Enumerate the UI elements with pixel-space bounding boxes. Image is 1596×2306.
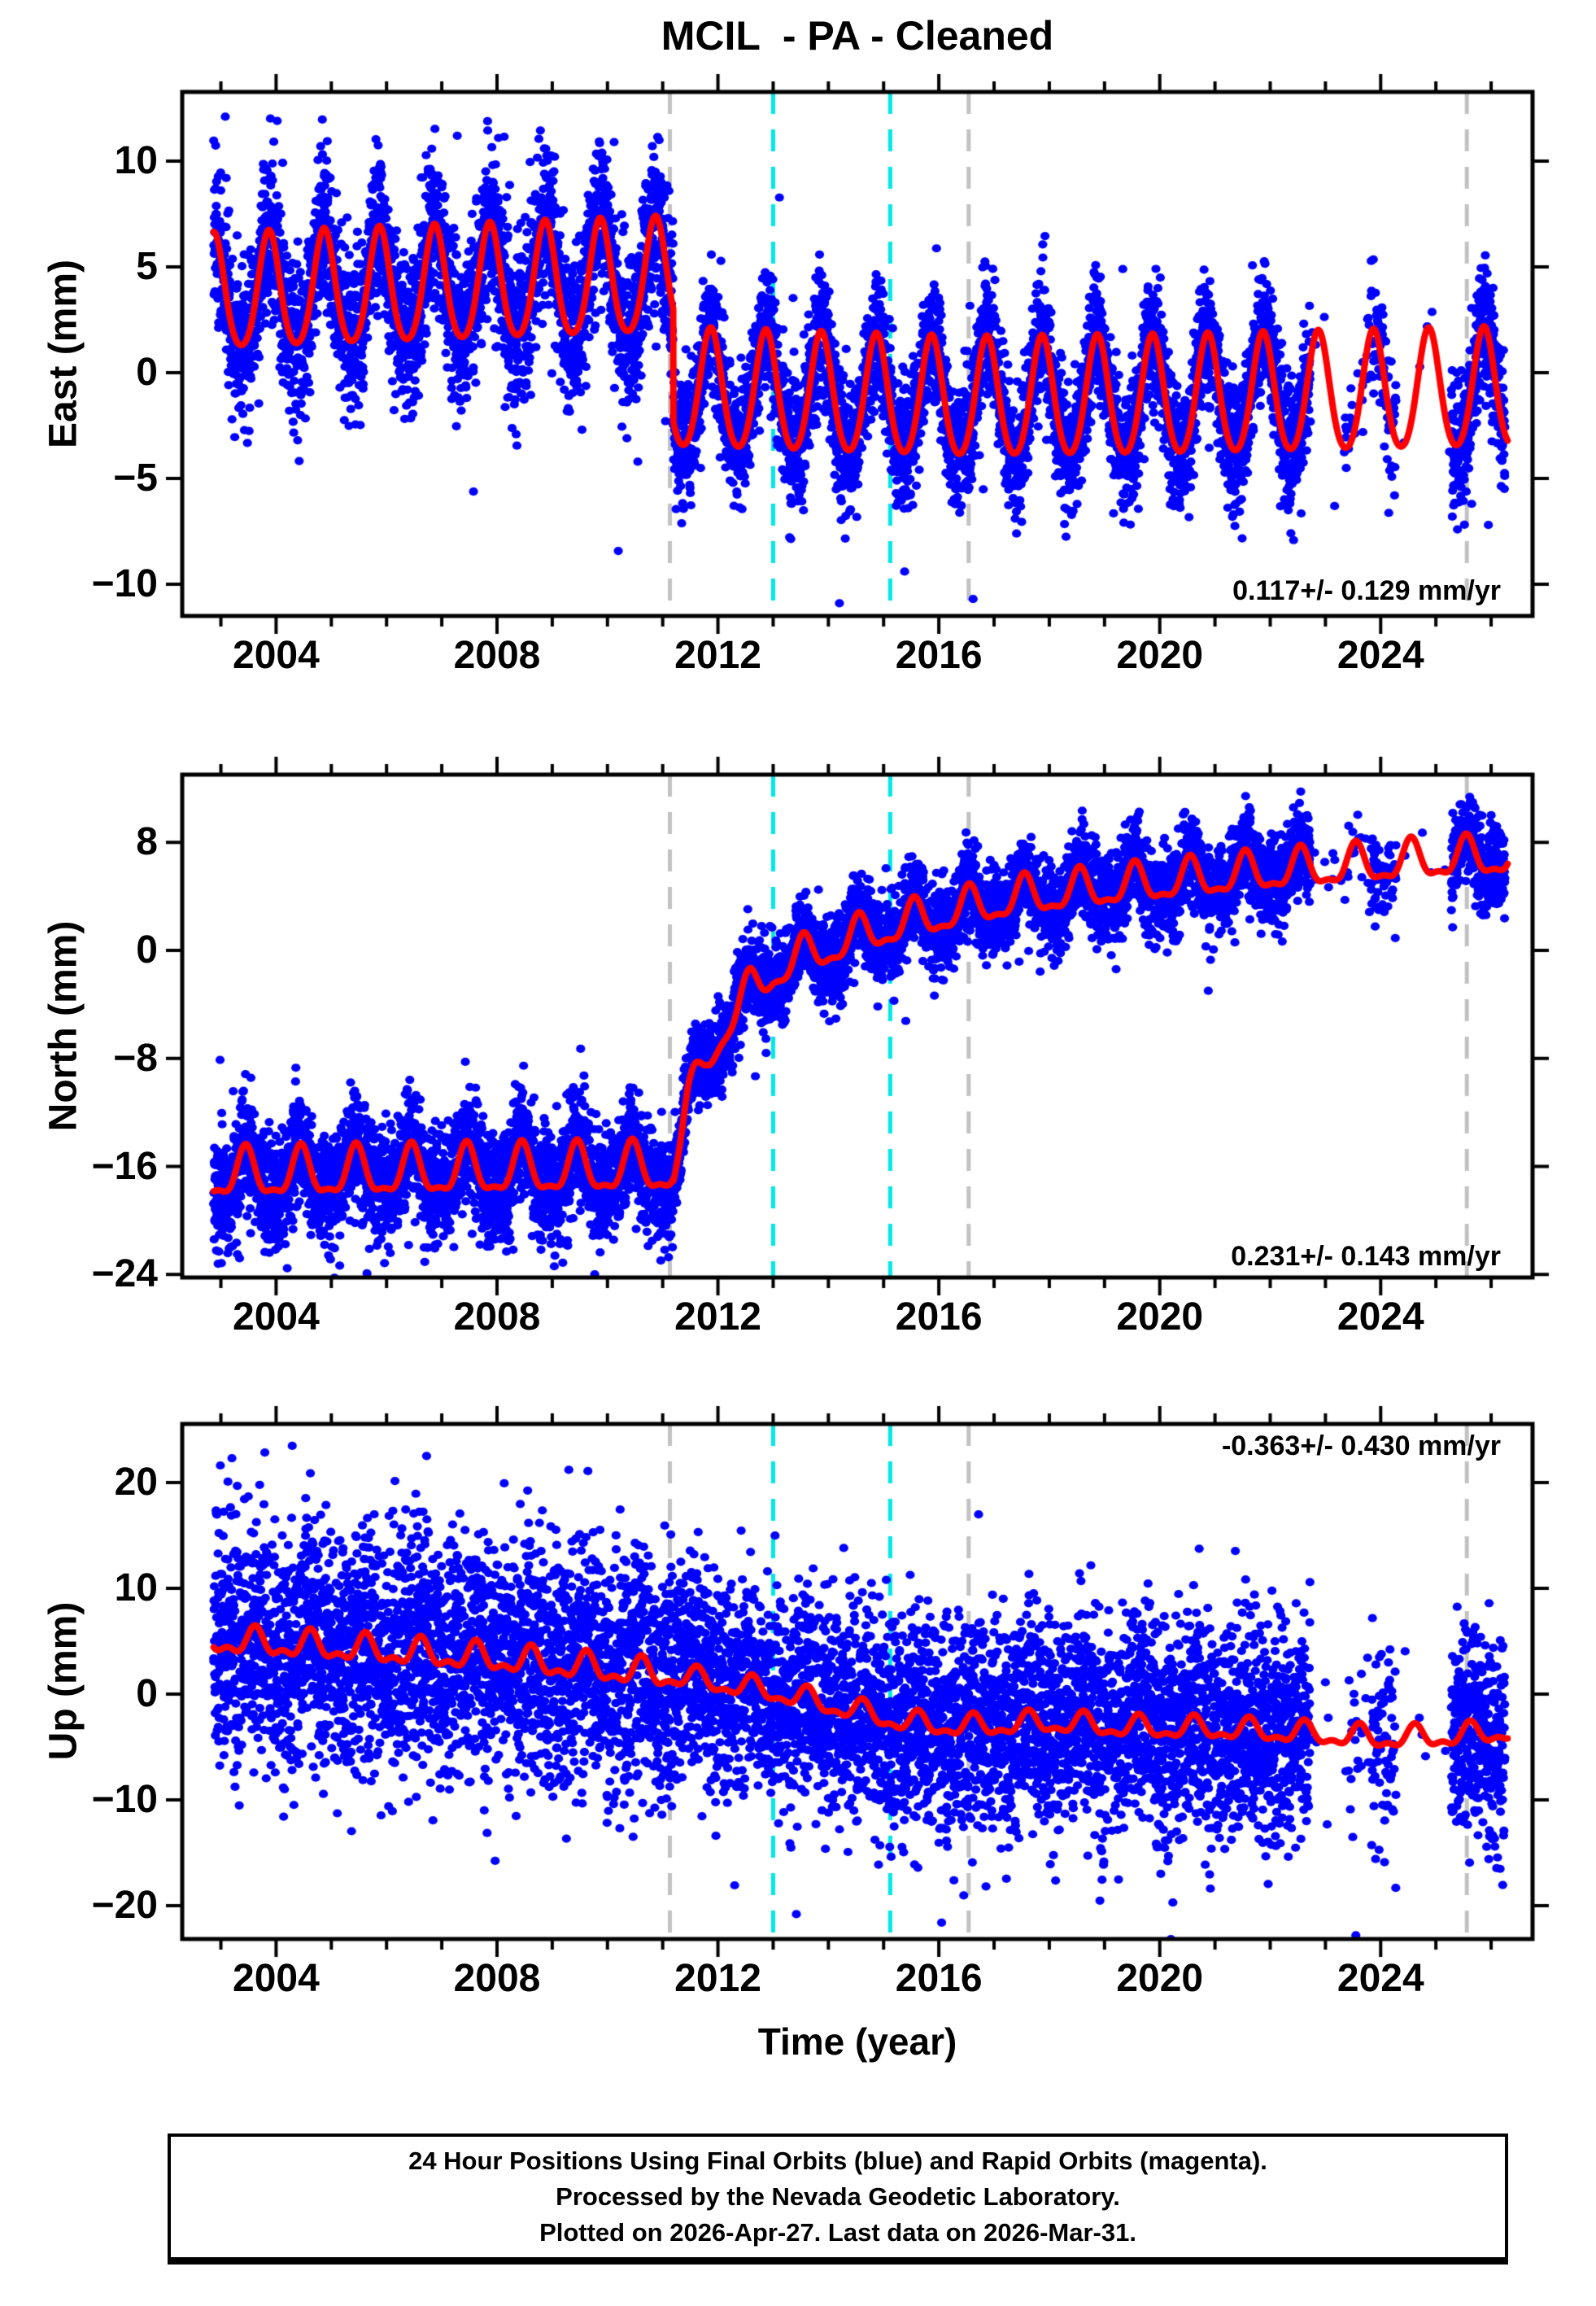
rate-annotation-east: 0.117+/- 0.129 mm/yr (1232, 575, 1501, 606)
x-tick-label: 2012 (674, 1957, 761, 2000)
x-tick-label: 2020 (1116, 1295, 1204, 1339)
y-tick-label: −20 (91, 1884, 158, 1928)
x-tick-label: 2024 (1337, 1957, 1424, 2000)
y-tick-label: −8 (113, 1036, 158, 1080)
y-tick-label: 10 (114, 139, 158, 183)
x-tick-label: 2008 (453, 634, 541, 677)
x-tick-label: 2004 (233, 634, 320, 677)
y-tick-label: 8 (136, 820, 158, 864)
y-tick-label: 20 (114, 1461, 158, 1505)
x-tick-label: 2020 (1116, 1957, 1204, 2000)
y-tick-label: 0 (136, 928, 158, 972)
y-tick-label: 0 (136, 1672, 158, 1716)
x-tick-label: 2004 (233, 1957, 320, 2000)
y-tick-label: −10 (91, 1778, 158, 1822)
x-tick-label: 2008 (453, 1295, 541, 1339)
x-tick-label: 2012 (674, 1295, 761, 1339)
x-tick-label: 2016 (895, 1295, 983, 1339)
x-tick-label: 2016 (895, 1957, 983, 2000)
x-tick-label: 2016 (895, 634, 983, 677)
y-tick-label: 5 (136, 245, 158, 288)
caption-line-1: 24 Hour Positions Using Final Orbits (bl… (408, 2147, 1267, 2175)
x-tick-label: 2004 (233, 1295, 320, 1339)
rate-annotation-up: -0.363+/- 0.430 mm/yr (1221, 1430, 1501, 1461)
caption-line-2: Processed by the Nevada Geodetic Laborat… (556, 2182, 1120, 2211)
caption-line-3: Plotted on 2026-Apr-27. Last data on 202… (539, 2218, 1136, 2247)
y-tick-label: 0 (136, 351, 158, 394)
y-tick-label: −10 (91, 562, 158, 605)
y-tick-label: −24 (91, 1252, 158, 1296)
y-tick-label: 10 (114, 1566, 158, 1610)
x-tick-label: 2008 (453, 1957, 541, 2000)
x-tick-label: 2020 (1116, 634, 1204, 677)
caption-box: 24 Hour Positions Using Final Orbits (bl… (168, 2133, 1508, 2265)
rate-annotation-north: 0.231+/- 0.143 mm/yr (1231, 1241, 1501, 1272)
plot-title: MCIL - PA - Cleaned (661, 13, 1054, 59)
x-tick-label: 2012 (674, 634, 761, 677)
y-tick-label: −5 (113, 456, 158, 500)
x-tick-label: 2024 (1337, 1295, 1424, 1339)
y-tick-label: −16 (91, 1144, 158, 1188)
x-tick-label: 2024 (1337, 634, 1424, 677)
x-axis-title: Time (year) (757, 2020, 957, 2063)
